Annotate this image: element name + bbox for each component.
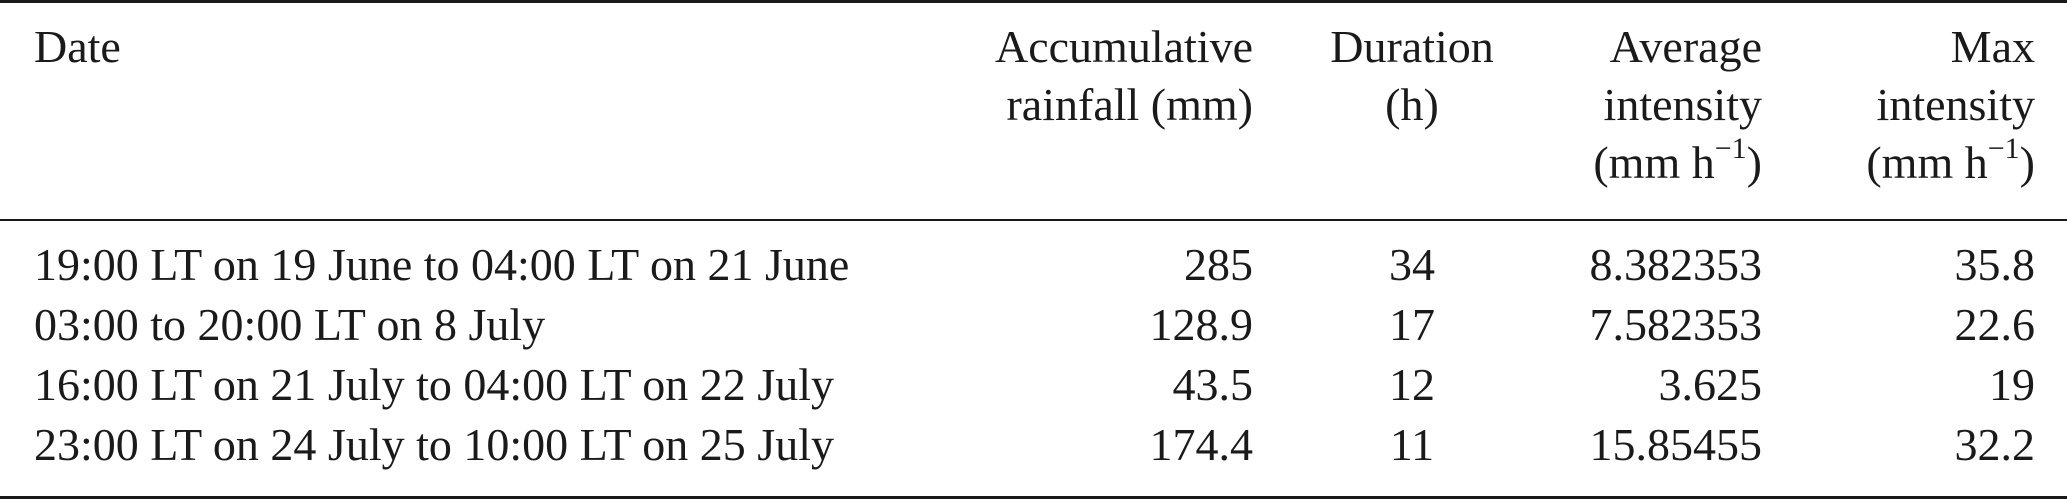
table-top-rule	[0, 0, 2067, 3]
cell-average-intensity: 15.85455	[1589, 419, 1763, 470]
header-max-intensity: Max intensity (mm h−1)	[1866, 21, 2035, 188]
cell-duration: 17	[1389, 299, 1435, 350]
cell-max-intensity: 35.8	[1954, 239, 2036, 290]
cell-average-intensity: 7.582353	[1589, 299, 1763, 350]
table-bottom-rule	[0, 496, 2067, 499]
cell-date: 23:00 LT on 24 July to 10:00 LT on 25 Ju…	[34, 419, 834, 470]
cell-duration: 11	[1389, 419, 1435, 470]
cell-average-intensity: 3.625	[1658, 359, 1763, 410]
cell-date: 03:00 to 20:00 LT on 8 July	[34, 299, 546, 350]
cell-date: 19:00 LT on 19 June to 04:00 LT on 21 Ju…	[34, 239, 850, 290]
cell-duration: 34	[1389, 239, 1435, 290]
cell-rainfall: 285	[1184, 239, 1253, 290]
cell-duration: 12	[1389, 359, 1435, 410]
cell-max-intensity: 32.2	[1954, 419, 2036, 470]
table-row: 19:00 LT on 19 June to 04:00 LT on 21 Ju…	[0, 236, 2067, 294]
cell-max-intensity: 19	[1989, 359, 2035, 410]
table-row: 23:00 LT on 24 July to 10:00 LT on 25 Ju…	[0, 416, 2067, 474]
table-row: 03:00 to 20:00 LT on 8 July 128.9 17 7.5…	[0, 296, 2067, 354]
cell-rainfall: 174.4	[1149, 419, 1254, 470]
cell-rainfall: 128.9	[1149, 299, 1254, 350]
cell-rainfall: 43.5	[1172, 359, 1254, 410]
table-header-rule	[0, 219, 2067, 221]
cell-average-intensity: 8.382353	[1589, 239, 1763, 290]
cell-date: 16:00 LT on 21 July to 04:00 LT on 22 Ju…	[34, 359, 834, 410]
header-average-intensity: Average intensity (mm h−1)	[1593, 21, 1762, 188]
header-duration: Duration (h)	[1330, 21, 1494, 130]
header-date: Date	[34, 21, 121, 72]
cell-max-intensity: 22.6	[1954, 299, 2036, 350]
table-row: 16:00 LT on 21 July to 04:00 LT on 22 Ju…	[0, 356, 2067, 414]
header-rainfall: Accumulative rainfall (mm)	[994, 21, 1253, 130]
